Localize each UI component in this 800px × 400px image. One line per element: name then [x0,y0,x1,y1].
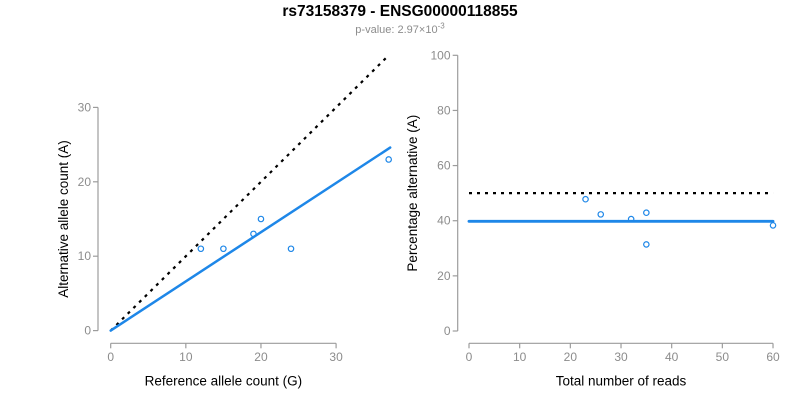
allele-counts-plot: 0 10 20 30 0 10 20 30 Reference allele count (G)… [56,54,392,389]
data-point [582,195,589,203]
x-axis-title: Reference allele count (G) [145,374,303,389]
x-tick-label: 10 [513,350,527,364]
data-point [769,222,777,229]
data-point [220,245,227,253]
data-point [287,245,295,253]
data-point [257,215,265,223]
y-tick-label: 20 [78,175,92,189]
x-tick-label: 0 [466,350,473,364]
data-point [385,156,392,163]
x-tick-label: 10 [179,350,193,364]
figure-subtitle: p-value: 2.97×10-3 [0,21,800,36]
y-tick-label: 0 [84,324,91,338]
fitted-ratio-line [109,146,392,332]
y-tick-label: 60 [437,159,451,173]
data-point [597,211,605,218]
x-axis-title: Total number of reads [556,374,687,389]
x-tick-label: 20 [564,350,578,364]
x-tick-label: 0 [107,350,114,364]
y-axis-title: Percentage alternative (A) [405,115,420,272]
percentage-alternative-plot: 0 20 40 60 80 100 0 10 20 30 40 50 60 Total number of… [405,48,780,388]
x-tick-label: 40 [665,350,679,364]
identity-line [109,54,390,332]
y-tick-label: 20 [437,269,451,283]
pvalue-exponent: -3 [437,21,445,31]
x-tick-label: 50 [716,350,730,364]
pvalue-base: 2.97×10 [397,24,438,36]
x-tick-label: 30 [614,350,628,364]
data-point [197,245,205,253]
y-tick-label: 80 [437,103,451,117]
y-tick-label: 0 [444,324,451,338]
y-axis-title: Alternative allele count (A) [56,140,71,298]
y-tick-label: 40 [437,214,451,228]
data-point [627,215,635,223]
y-tick-label: 100 [430,48,450,62]
x-tick-label: 30 [329,350,343,364]
x-tick-label: 20 [254,350,268,364]
data-point [250,230,257,238]
figure-title: rs73158379 - ENSG00000118855 [282,3,518,20]
y-tick-label: 10 [78,249,92,263]
data-point [643,209,650,217]
pvalue-prefix: p-value: [355,24,398,36]
y-tick-label: 30 [78,100,92,114]
data-point [643,241,650,248]
x-tick-label: 60 [766,350,780,364]
